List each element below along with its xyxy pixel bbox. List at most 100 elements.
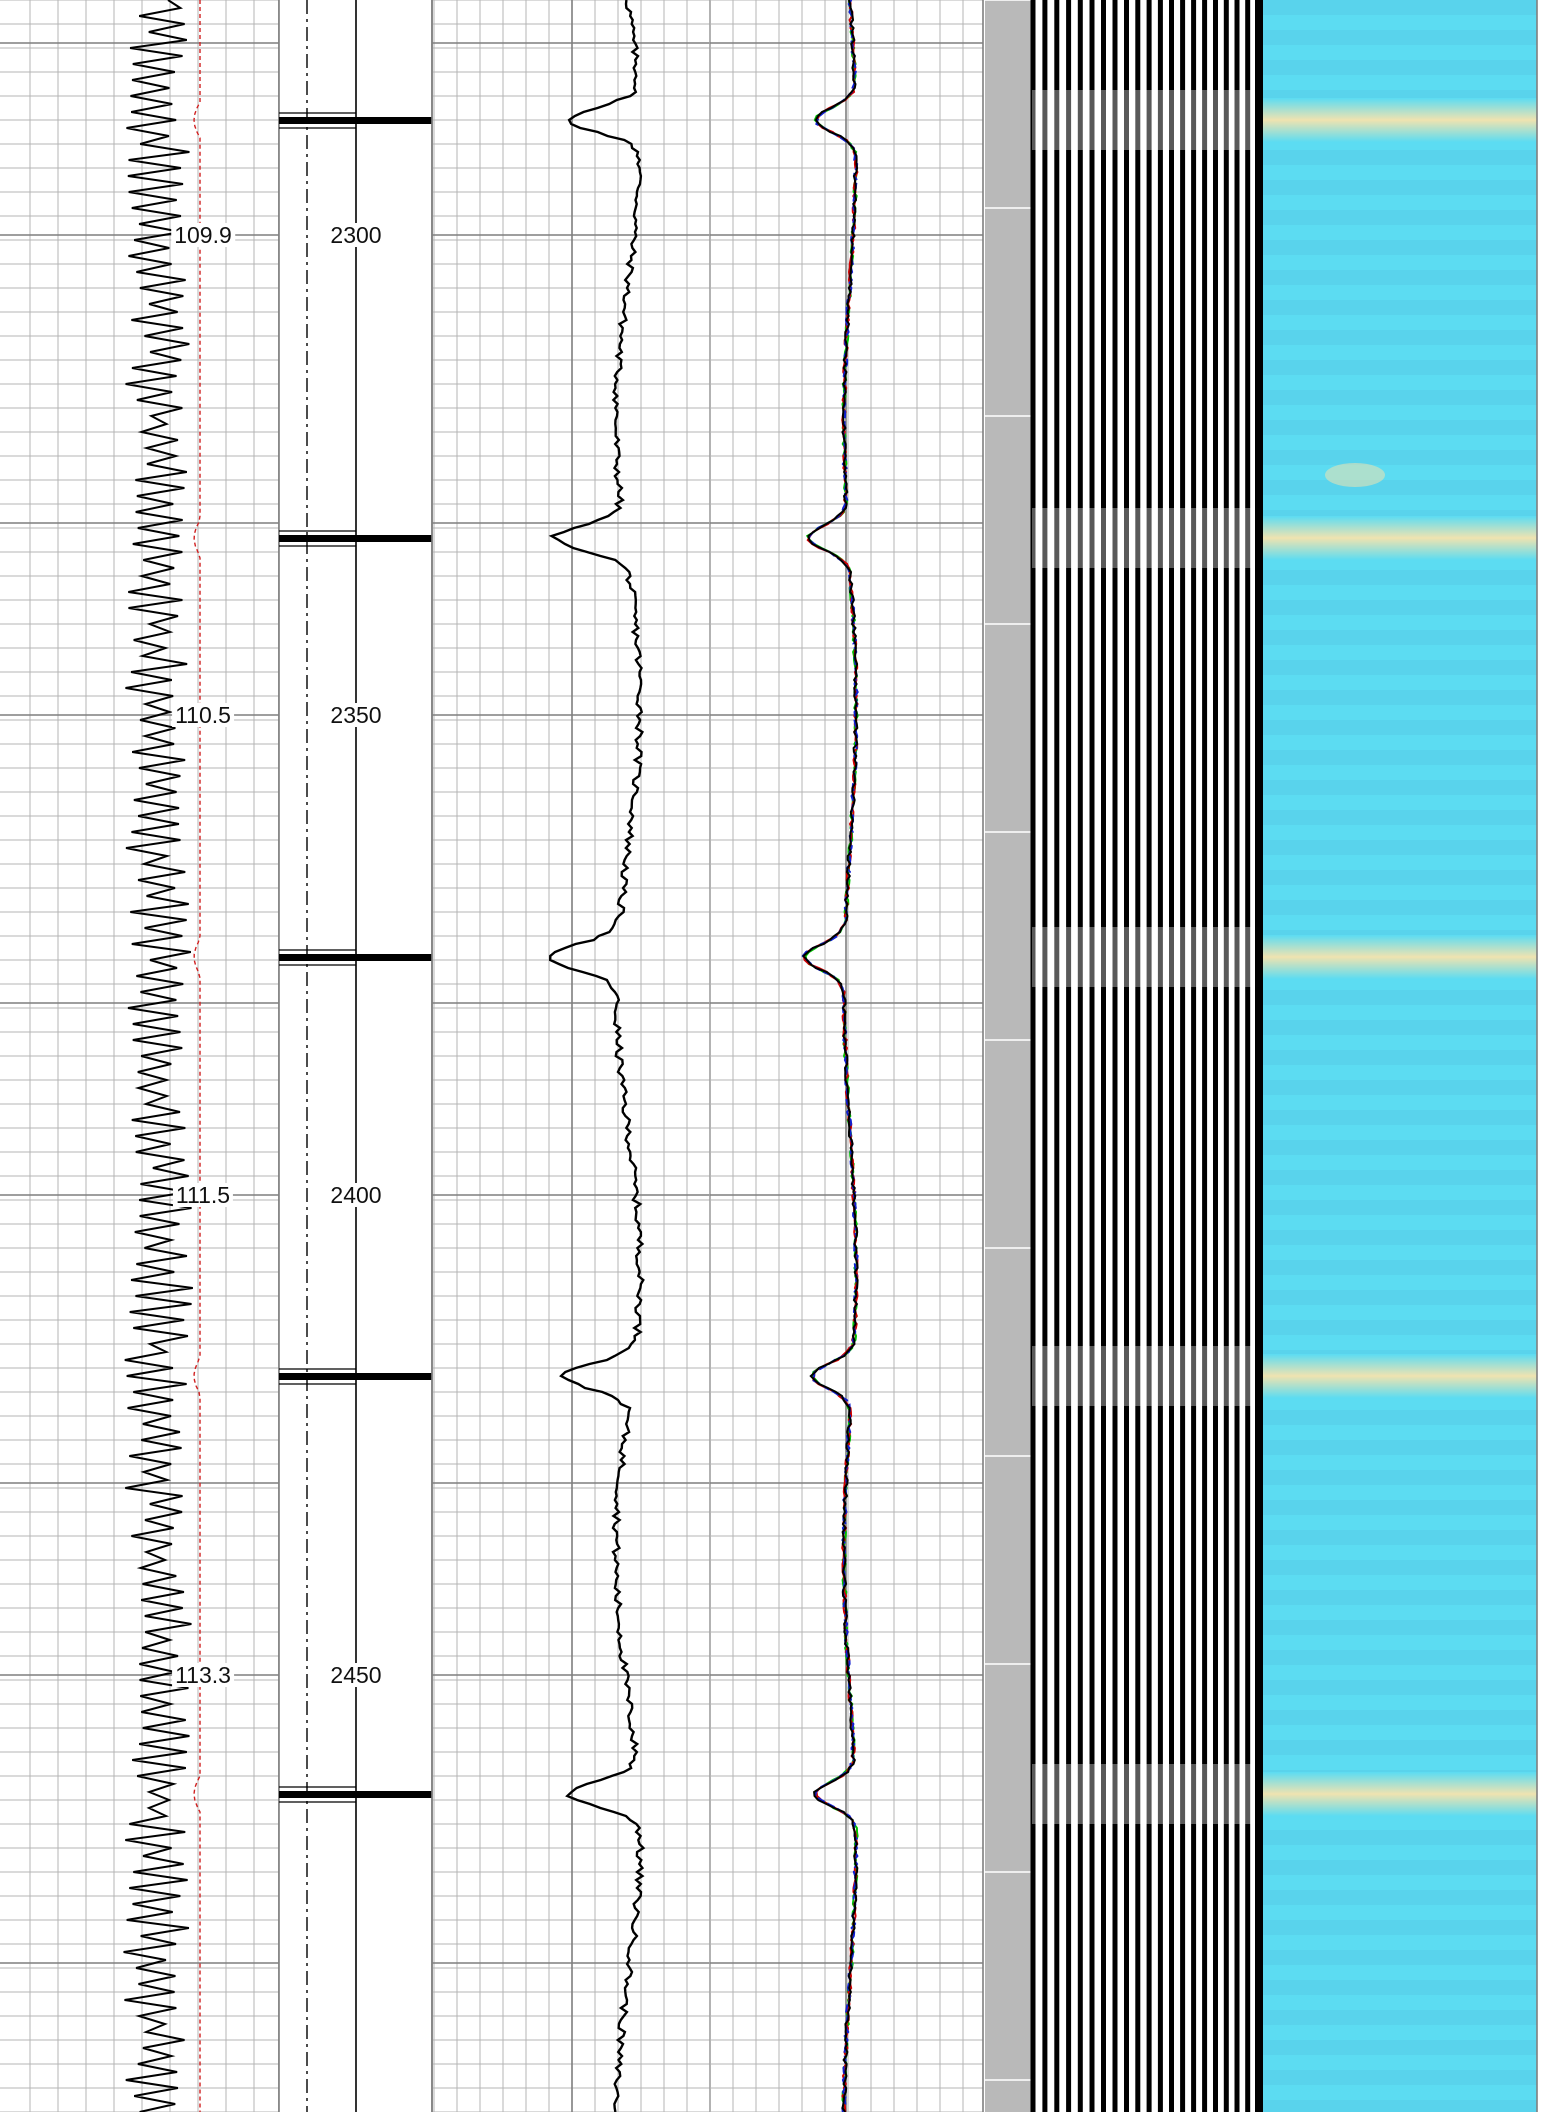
image-texture-band	[1263, 570, 1537, 585]
image-texture-band	[1263, 1320, 1537, 1335]
collar-marker	[279, 1791, 432, 1798]
curve-value-label: 111.5	[172, 1183, 234, 1207]
image-texture-band	[1263, 690, 1537, 705]
gamma-curve-track[interactable]	[431, 0, 711, 2112]
image-texture-band	[1263, 1680, 1537, 1695]
image-texture-band	[1263, 270, 1537, 285]
image-texture-band	[1263, 180, 1537, 195]
image-texture-band	[1263, 720, 1537, 735]
curve-value-label: 113.3	[172, 1663, 234, 1687]
image-texture-band	[1263, 210, 1537, 225]
vdl-stripes	[1030, 0, 1261, 2112]
vdl-collar-disturbance	[1032, 1764, 1262, 1824]
image-texture-band	[1263, 300, 1537, 315]
image-texture-band	[1263, 750, 1537, 765]
image-texture-band	[1263, 1860, 1537, 1875]
image-texture-band	[1263, 450, 1537, 465]
image-texture-band	[1263, 900, 1537, 915]
image-texture-band	[1263, 1260, 1537, 1275]
image-spot	[1325, 463, 1385, 487]
grid-minor-lines	[0, 0, 279, 2112]
image-texture-band	[1263, 150, 1537, 165]
image-texture-band	[1263, 480, 1537, 495]
image-bright-band	[1263, 1772, 1537, 1816]
image-texture-band	[1263, 1290, 1537, 1305]
image-texture-band	[1263, 1650, 1537, 1665]
collar-marker	[279, 117, 432, 124]
image-texture-band	[1263, 2100, 1537, 2112]
image-texture-band	[1263, 1230, 1537, 1245]
image-texture-band	[1263, 780, 1537, 795]
curve-value-label: 110.5	[172, 703, 234, 727]
wiggle-curve	[123, 0, 193, 2112]
image-texture-band	[1263, 1620, 1537, 1635]
vdl-collar-disturbance	[1032, 508, 1262, 568]
depth-label: 2300	[327, 223, 385, 247]
image-background	[1263, 0, 1537, 2112]
image-texture-band	[1263, 2070, 1537, 2085]
image-bright-band	[1263, 1354, 1537, 1398]
image-bright-band	[1263, 516, 1537, 560]
image-texture-band	[1263, 60, 1537, 75]
grid-major-lines	[0, 42, 279, 1964]
collar-marker	[279, 535, 432, 542]
collar-marker	[279, 1373, 432, 1380]
image-texture-band	[1263, 600, 1537, 615]
image-texture-band	[1263, 1920, 1537, 1935]
image-texture-band	[1263, 990, 1537, 1005]
multi-curve-trace	[802, 0, 859, 2112]
image-texture-band	[1263, 30, 1537, 45]
image-texture-band	[1263, 1500, 1537, 1515]
image-texture-band	[1263, 2010, 1537, 2025]
image-texture-band	[1263, 870, 1537, 885]
image-texture-band	[1263, 1890, 1537, 1905]
multi-curve-track[interactable]	[709, 0, 984, 2112]
image-texture-band	[1263, 1080, 1537, 1095]
vdl-collar-disturbance	[1032, 1346, 1262, 1406]
waveform-variable-density-track[interactable]	[1030, 0, 1263, 2112]
grid-minor-lines	[432, 0, 710, 2112]
borehole-image-track[interactable]	[1263, 0, 1538, 2112]
depth-label: 2450	[327, 1663, 385, 1687]
image-bright-band	[1263, 98, 1537, 142]
vdl-collar-disturbance	[1032, 927, 1262, 987]
vdl-right-edge	[1255, 0, 1263, 2112]
image-texture-band	[1263, 240, 1537, 255]
image-texture-band	[1263, 1560, 1537, 1575]
vdl-collar-disturbance	[1032, 90, 1262, 150]
image-texture-band	[1263, 1110, 1537, 1125]
depth-track[interactable]	[278, 0, 433, 2112]
image-texture-band	[1263, 1950, 1537, 1965]
image-texture-band	[1263, 660, 1537, 675]
image-texture-band	[1263, 630, 1537, 645]
image-texture-band	[1263, 2040, 1537, 2055]
wiggle-curve-track[interactable]	[0, 0, 280, 2112]
image-texture-band	[1263, 810, 1537, 825]
image-texture-band	[1263, 1200, 1537, 1215]
image-texture-band	[1263, 390, 1537, 405]
image-texture-band	[1263, 1470, 1537, 1485]
image-texture-band	[1263, 1410, 1537, 1425]
image-texture-band	[1263, 1740, 1537, 1755]
image-texture-band	[1263, 1590, 1537, 1605]
image-texture-band	[1263, 0, 1537, 15]
collar-marker	[279, 954, 432, 961]
depth-label: 2400	[327, 1183, 385, 1207]
image-texture-band	[1263, 1980, 1537, 1995]
image-texture-band	[1263, 420, 1537, 435]
image-texture-band	[1263, 1050, 1537, 1065]
image-texture-band	[1263, 1830, 1537, 1845]
image-texture-band	[1263, 360, 1537, 375]
image-texture-band	[1263, 1020, 1537, 1035]
gamma-curve	[548, 0, 646, 2112]
image-texture-band	[1263, 1710, 1537, 1725]
image-texture-band	[1263, 840, 1537, 855]
depth-label: 2350	[327, 703, 385, 727]
image-texture-band	[1263, 1530, 1537, 1545]
image-texture-band	[1263, 1140, 1537, 1155]
image-bright-band	[1263, 935, 1537, 979]
casing-strip	[985, 0, 1032, 2112]
grid-major-lines	[432, 42, 710, 1964]
casing-strip-fill	[985, 0, 1032, 2112]
